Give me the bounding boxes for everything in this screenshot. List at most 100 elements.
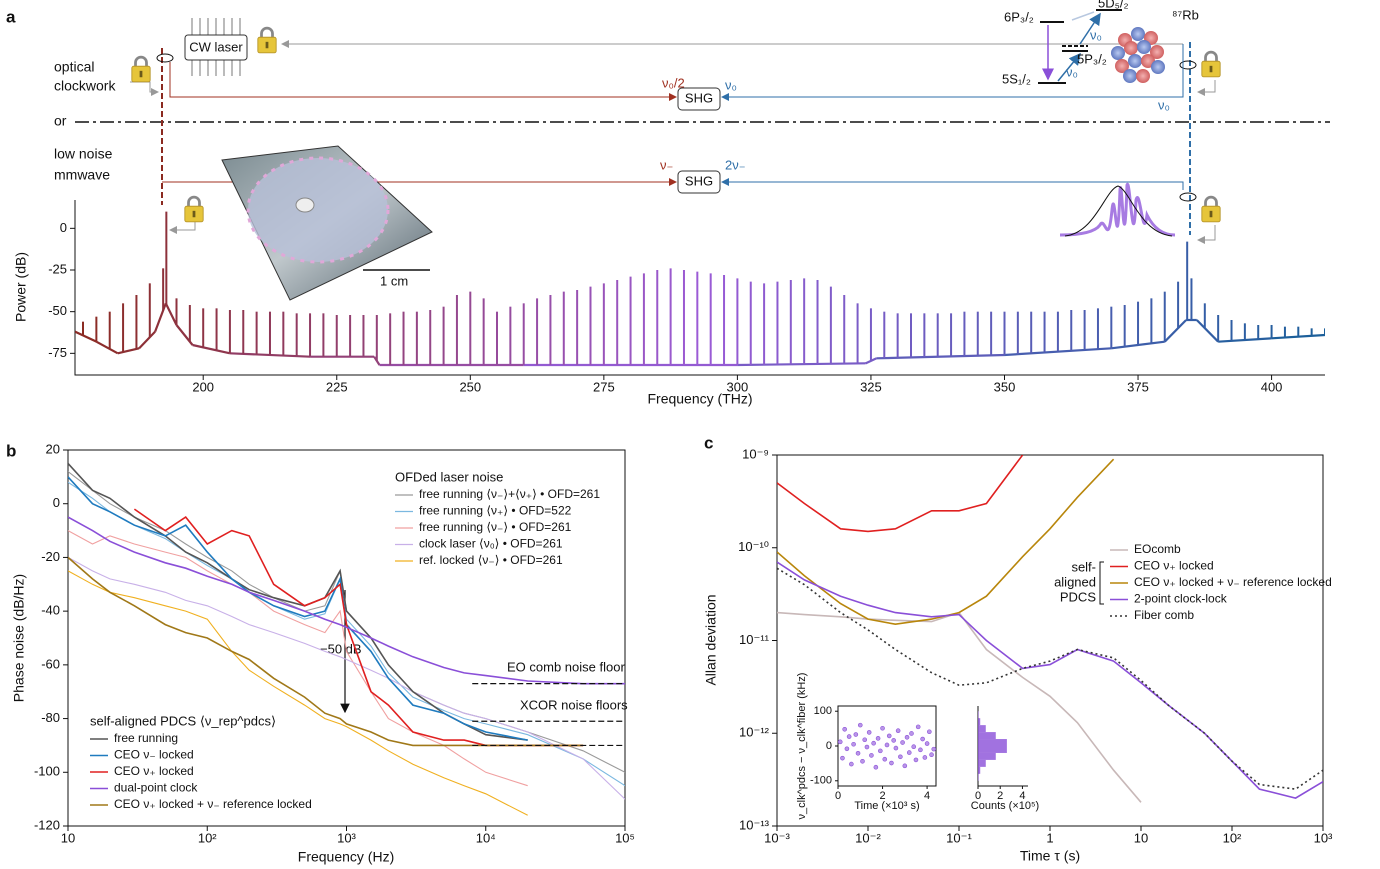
scatter-point xyxy=(884,742,890,748)
legend-label: free running xyxy=(114,731,178,745)
series-line xyxy=(133,508,584,747)
level-label: 5S₁/₂ xyxy=(1002,71,1031,86)
legend-bracket xyxy=(1099,561,1104,605)
series-line xyxy=(68,481,625,787)
histogram-bar xyxy=(978,759,986,767)
x-tick-label: 10² xyxy=(198,830,217,845)
x-tick-label: 10⁻² xyxy=(855,830,881,845)
scatter-point xyxy=(922,755,928,760)
x-tick-label: 225 xyxy=(326,379,348,394)
row-label: clockwork xyxy=(54,78,116,94)
scatter-point xyxy=(866,730,872,735)
scatter-point xyxy=(895,728,901,733)
bracket-label: PDCS xyxy=(1060,589,1096,604)
transition xyxy=(1079,12,1101,45)
scatter-point xyxy=(902,763,908,769)
legend-title: OFDed laser noise xyxy=(395,469,503,484)
x-tick-label: 10² xyxy=(1223,830,1242,845)
scatter-point xyxy=(882,756,888,762)
y-tick-label: 0 xyxy=(826,740,832,752)
y-axis-label: Phase noise (dB/Hz) xyxy=(11,574,27,702)
beam-path xyxy=(721,178,1184,190)
freq-label: 2ν₋ xyxy=(725,157,746,172)
plot-area xyxy=(978,711,1007,781)
y-tick-label: -75 xyxy=(48,345,67,360)
scatter-point xyxy=(844,746,850,752)
histogram-bar xyxy=(978,739,1007,746)
lock-icon xyxy=(1200,195,1222,223)
chart: 200 225 250 275 300 325 350 375 400 0 -25 -50 -75 Fre… xyxy=(13,200,1325,407)
histogram-bar xyxy=(978,718,981,726)
scatter-point xyxy=(911,744,917,749)
scatter-point xyxy=(873,764,879,770)
x-tick-label: 10³ xyxy=(337,830,356,845)
y-tick-label: -20 xyxy=(41,549,60,564)
scatter-point xyxy=(913,757,919,763)
x-tick-label: 1 xyxy=(1046,830,1053,845)
feedback-arrow xyxy=(1197,80,1216,96)
scatter-point xyxy=(924,741,930,746)
series-line xyxy=(777,455,1024,533)
legend-label: clock laser ⟨ν₀⟩ • OFD=261 xyxy=(419,537,563,551)
y-tick-label: -50 xyxy=(48,303,67,318)
scatter-point xyxy=(886,733,892,739)
scatter-point xyxy=(869,753,874,758)
x-axis-label: Frequency (THz) xyxy=(647,391,752,407)
x-axis-label: Counts (×10⁵) xyxy=(971,800,1039,812)
x-tick-label: 10⁵ xyxy=(615,830,635,845)
scatter-point xyxy=(906,750,912,755)
annotation: −50 dB xyxy=(320,641,362,656)
y-axis-label: ν_clk^pdcs − ν_clk^fiber (kHz) xyxy=(796,673,808,820)
noise-floor-segment xyxy=(154,302,167,333)
scatter-point xyxy=(837,739,843,745)
scatter-point xyxy=(862,737,868,743)
legend-label: CEO ν₊ locked xyxy=(114,764,194,778)
chip-photo xyxy=(221,145,433,301)
x-tick-label: 4 xyxy=(924,790,930,802)
y-tick-label: -100 xyxy=(810,775,832,787)
series-line xyxy=(68,476,528,741)
plot-area xyxy=(68,462,625,816)
x-tick-label: 2 xyxy=(879,790,885,802)
x-tick-label: 10⁻³ xyxy=(764,830,790,845)
scatter-point xyxy=(849,761,854,767)
row-label: low noise xyxy=(54,146,113,162)
scatter-point xyxy=(900,740,905,745)
beam-path xyxy=(169,62,677,101)
legend-label: 2-point clock-lock xyxy=(1134,592,1228,606)
y-tick-label: 10⁻¹³ xyxy=(739,817,770,832)
pulse-envelope xyxy=(1064,185,1173,237)
histogram-bar xyxy=(978,773,979,781)
legend-label: ref. locked ⟨ν₋⟩ • OFD=261 xyxy=(419,553,563,567)
scatter-point xyxy=(864,744,870,750)
lock-icon xyxy=(1200,50,1222,78)
panel-label: a xyxy=(6,7,16,26)
legend-label: dual-point clock xyxy=(114,781,198,795)
y-axis-label: Allan deviation xyxy=(703,594,719,685)
y-tick-label: -40 xyxy=(41,603,60,618)
chart: 10⁻³ 10⁻² 10⁻¹ 1 10 10² 10³ 10⁻¹³ 10⁻¹² 10⁻¹¹ 10⁻¹… xyxy=(703,446,1333,863)
y-tick-label: -60 xyxy=(41,656,60,671)
series-line xyxy=(68,556,584,747)
y-tick-label: 10⁻¹¹ xyxy=(739,632,770,647)
freq-label: ν₋ xyxy=(660,157,673,172)
chart: 10 10² 10³ 10⁴ 10⁵ -120 -100 -80 -60 -40 -20 0 20 Fre… xyxy=(11,441,635,864)
scatter-point xyxy=(875,736,881,741)
scatter-point xyxy=(893,745,899,751)
shg-label: SHG xyxy=(685,173,713,188)
plot-area xyxy=(777,455,1323,803)
scatter-point xyxy=(918,747,923,753)
scatter-point xyxy=(927,729,932,735)
freq-label: ν₀/2 xyxy=(662,75,685,90)
x-tick-label: 0 xyxy=(835,790,841,802)
scatter-point xyxy=(880,725,885,731)
heat-sink xyxy=(191,18,241,76)
noise-floor-segment xyxy=(117,347,140,355)
x-tick-label: 350 xyxy=(994,379,1016,394)
row-label: optical xyxy=(54,59,94,75)
beam-path xyxy=(721,44,1184,101)
feedback-arrow xyxy=(169,222,196,234)
histogram-bar xyxy=(978,732,996,740)
histogram-bar xyxy=(978,766,981,774)
